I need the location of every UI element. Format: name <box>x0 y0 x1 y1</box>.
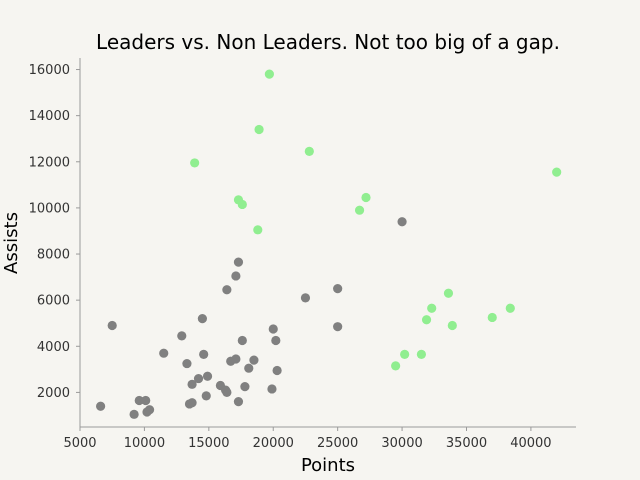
scatter-point <box>233 257 244 267</box>
scatter-point <box>222 387 232 398</box>
scatter-point <box>421 315 432 325</box>
scatter-point <box>397 217 407 227</box>
scatter-point <box>447 320 457 331</box>
scatter-point <box>177 331 187 341</box>
scatter-point <box>190 158 200 168</box>
x-tick-label: 25000 <box>317 436 358 451</box>
scatter-point <box>237 335 247 346</box>
scatter-point <box>361 192 371 203</box>
scatter-point <box>231 271 241 281</box>
scatter-point <box>197 314 207 324</box>
scatter-point <box>231 354 241 364</box>
scatter-point <box>416 349 427 359</box>
scatter-point <box>254 124 264 135</box>
x-tick-label: 15000 <box>188 436 229 451</box>
scatter-point <box>222 285 232 295</box>
y-tick-label: 8000 <box>37 248 70 263</box>
scatter-point <box>400 349 410 359</box>
x-axis-label: Points <box>301 455 355 476</box>
scatter-point <box>96 401 106 411</box>
scatter-point <box>134 395 144 406</box>
scatter-point <box>107 320 117 331</box>
x-tick-label: 20000 <box>253 436 294 451</box>
scatter-point <box>199 349 209 359</box>
scatter-point <box>193 373 204 384</box>
scatter-point <box>487 312 497 323</box>
scatter-point <box>237 199 247 210</box>
chart-title: Leaders vs. Non Leaders. Not too big of … <box>96 30 560 54</box>
scatter-point <box>271 335 281 346</box>
scatter-point <box>267 384 277 394</box>
scatter-point <box>201 391 211 401</box>
scatter-point <box>202 371 213 381</box>
y-tick-label: 16000 <box>29 63 70 78</box>
y-tick-label: 6000 <box>37 294 70 309</box>
scatter-point <box>354 205 365 215</box>
scatter-point <box>249 355 259 365</box>
scatter-point <box>182 358 192 369</box>
scatter-point <box>159 348 169 358</box>
scatter-point <box>272 365 282 376</box>
scatter-point <box>264 69 274 79</box>
scatter-point <box>333 284 343 294</box>
x-tick-label: 30000 <box>381 436 422 451</box>
scatter-point <box>129 409 139 419</box>
y-tick-label: 12000 <box>29 155 70 170</box>
scatter-point <box>268 324 278 334</box>
scatter-point <box>240 382 250 392</box>
y-tick-label: 14000 <box>29 109 70 124</box>
scatter-point <box>333 322 343 332</box>
y-tick-label: 10000 <box>29 201 70 216</box>
scatter-point <box>144 405 155 415</box>
scatter-point <box>187 398 197 408</box>
scatter-point <box>233 397 244 407</box>
scatter-point <box>304 146 314 157</box>
scatter-point <box>391 361 401 371</box>
y-axis-label: Assists <box>1 212 22 274</box>
x-tick-label: 40000 <box>510 436 551 451</box>
x-tick-label: 35000 <box>446 436 487 451</box>
scatter-point <box>244 363 254 373</box>
scatter-point <box>443 288 454 298</box>
scatter-point <box>427 303 437 313</box>
scatter-point <box>253 225 263 235</box>
scatter-point <box>505 303 515 313</box>
scatter-point <box>300 293 311 303</box>
scatter-point <box>141 395 151 406</box>
scatter-point <box>187 379 197 389</box>
y-tick-label: 4000 <box>37 340 70 355</box>
plot-area: 5000 10000 15000 20000 25000 30000 35000 40000 2… <box>29 58 576 451</box>
x-tick-label: 5000 <box>63 436 96 451</box>
x-tick-label: 10000 <box>124 436 165 451</box>
scatter-point <box>552 167 562 177</box>
y-tick-label: 2000 <box>37 386 70 401</box>
